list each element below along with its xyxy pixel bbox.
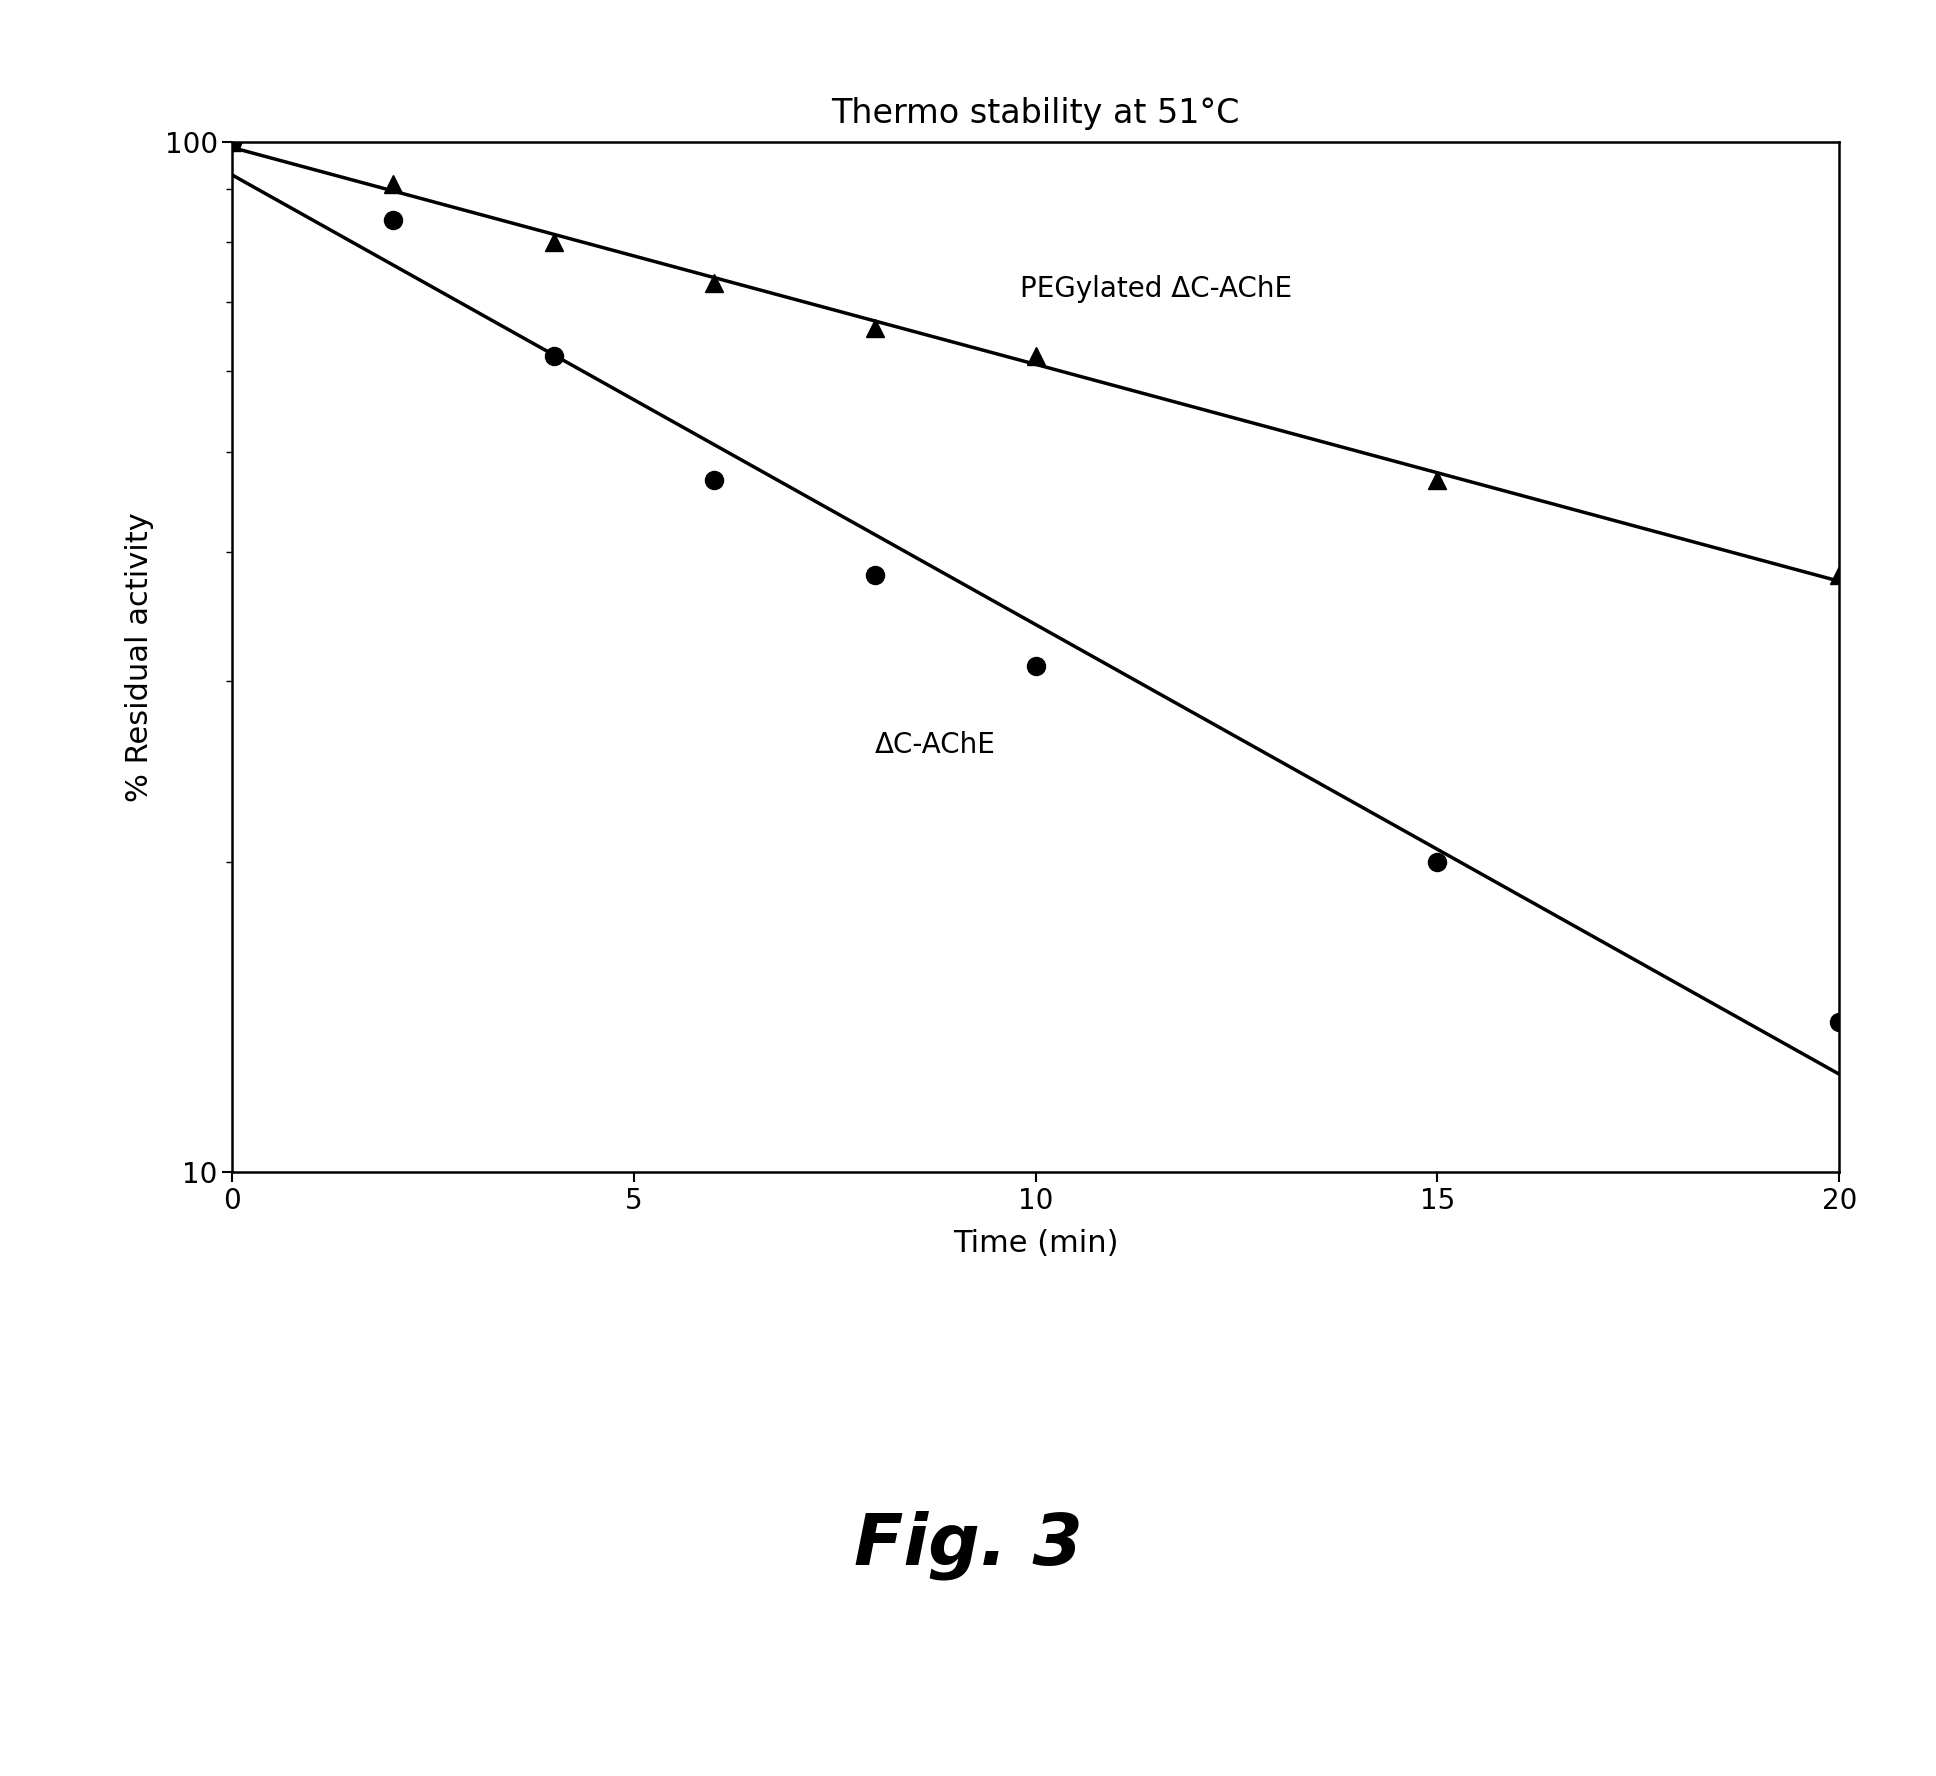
X-axis label: Time (min): Time (min): [953, 1229, 1119, 1257]
Text: PEGylated ΔC-AChE: PEGylated ΔC-AChE: [1020, 275, 1291, 304]
Text: Fig. 3: Fig. 3: [854, 1510, 1082, 1581]
Y-axis label: % Residual activity: % Residual activity: [124, 511, 153, 803]
Text: ΔC-AChE: ΔC-AChE: [875, 730, 995, 758]
Title: Thermo stability at 51°C: Thermo stability at 51°C: [832, 96, 1239, 130]
